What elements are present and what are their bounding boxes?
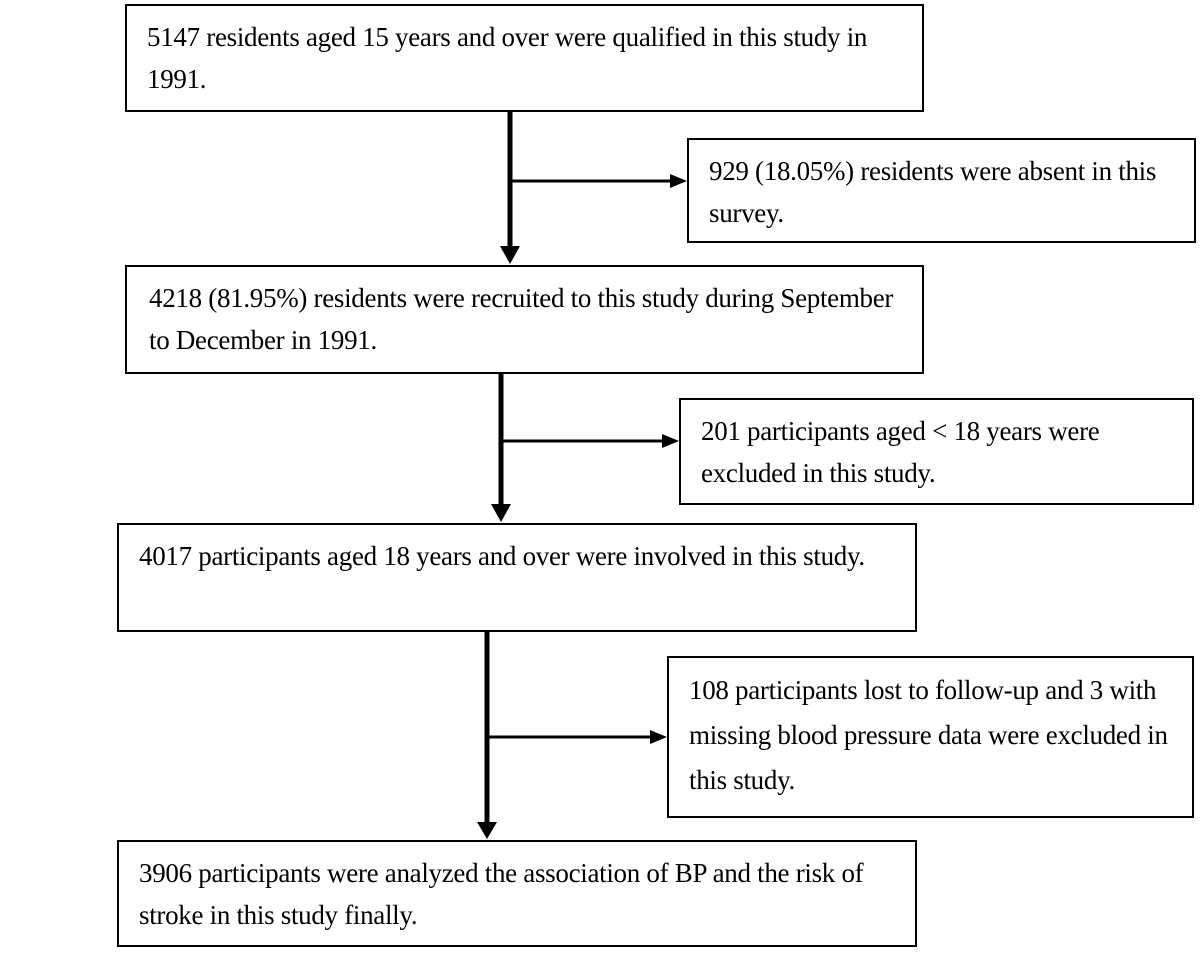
- down-arrowhead: [491, 504, 511, 522]
- exclusion-box-lost-follow-up: 108 participants lost to follow-up and 3…: [667, 656, 1194, 818]
- step-box-recruited-residents: 4218 (81.95%) residents were recruited t…: [125, 265, 924, 374]
- down-arrowhead: [477, 822, 497, 839]
- step-box-qualified-residents: 5147 residents aged 15 years and over we…: [125, 4, 924, 112]
- step-box-involved-participants: 4017 participants aged 18 years and over…: [117, 523, 917, 632]
- exclusion-box-absent-residents: 929 (18.05%) residents were absent in th…: [687, 138, 1196, 243]
- down-arrowhead: [500, 246, 520, 264]
- step-box-analyzed-participants: 3906 participants were analyzed the asso…: [117, 840, 917, 947]
- right-arrowhead: [662, 434, 679, 448]
- right-arrowhead: [670, 174, 687, 188]
- right-arrowhead: [650, 730, 667, 744]
- exclusion-box-under-18: 201 participants aged < 18 years were ex…: [679, 398, 1194, 505]
